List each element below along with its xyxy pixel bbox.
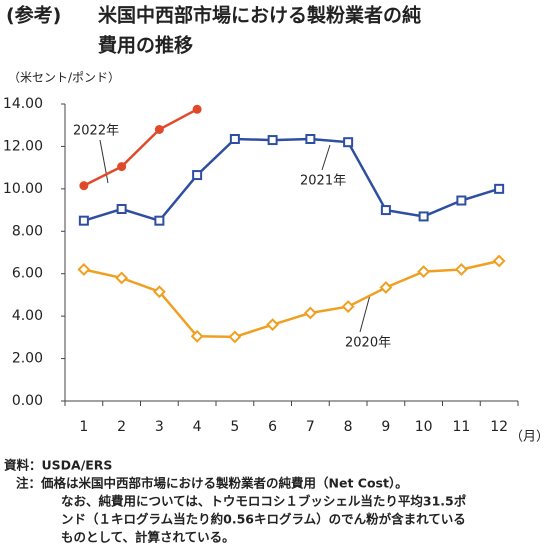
- leader-line: [359, 294, 371, 333]
- marker: [343, 137, 354, 148]
- series-label: 2022年: [73, 124, 119, 139]
- x-tick-label: 1: [79, 419, 88, 435]
- marker: [305, 134, 316, 145]
- marker: [78, 215, 89, 226]
- marker: [115, 271, 129, 285]
- x-tick-label: 8: [344, 419, 353, 435]
- marker: [79, 181, 89, 191]
- y-tick-label: 14.00: [3, 96, 43, 112]
- marker: [418, 211, 429, 222]
- marker: [494, 183, 505, 194]
- y-tick-label: 0.00: [12, 393, 43, 409]
- leader-line: [99, 139, 109, 184]
- y-axis-label: （米セント/ポンド）: [8, 71, 120, 85]
- marker: [116, 204, 127, 215]
- x-tick-label: 4: [193, 419, 202, 435]
- x-tick-label: 5: [230, 419, 239, 435]
- marker: [190, 329, 204, 343]
- x-tick-label: 9: [381, 419, 390, 435]
- y-tick-label: 10.00: [3, 181, 43, 197]
- marker: [341, 300, 355, 314]
- marker: [77, 263, 91, 276]
- x-tick-label: 3: [155, 419, 164, 435]
- marker: [456, 195, 467, 206]
- y-tick-label: 12.00: [3, 138, 43, 154]
- y-tick-label: 8.00: [12, 223, 43, 239]
- chart-title: 費用の推移: [98, 34, 193, 57]
- series-line: [83, 259, 500, 339]
- marker: [152, 285, 166, 299]
- chart-title: 米国中西部市場における製粉業者の純: [98, 4, 421, 27]
- note: ものとして、計算されている。: [61, 530, 235, 545]
- chart-label: (参考): [6, 4, 61, 27]
- y-tick-label: 6.00: [12, 266, 43, 282]
- marker: [229, 134, 240, 145]
- marker: [492, 254, 506, 268]
- x-tick-label: 6: [268, 419, 277, 435]
- marker: [303, 306, 317, 320]
- series-label: 2021年: [300, 174, 346, 189]
- x-axis-label: （月）: [510, 430, 547, 445]
- marker: [154, 124, 164, 134]
- series-line: [83, 137, 500, 223]
- x-tick-label: 12: [490, 419, 508, 435]
- source: 資料：USDA/ERS: [4, 458, 112, 473]
- x-tick-label: 7: [306, 419, 315, 435]
- note: なお、純費用については、トウモロコシ１ブッシェル当たり平均31.5ポ: [61, 494, 466, 509]
- y-tick-label: 2.00: [12, 351, 43, 367]
- marker: [379, 281, 393, 294]
- marker: [117, 162, 127, 172]
- series-line: [83, 108, 198, 187]
- x-tick-label: 10: [415, 419, 433, 435]
- marker: [380, 205, 391, 216]
- marker: [267, 135, 278, 146]
- marker: [266, 318, 280, 332]
- series-label: 2020年: [345, 336, 391, 351]
- x-tick-label: 11: [452, 419, 470, 435]
- marker: [417, 265, 431, 279]
- marker: [192, 104, 202, 114]
- marker: [228, 330, 242, 344]
- marker: [192, 170, 203, 181]
- note: ンド（１キログラム当たり約0.56キログラム）のでん粉が含まれている: [61, 512, 466, 527]
- marker: [154, 215, 165, 226]
- marker: [454, 263, 468, 276]
- x-tick-label: 2: [117, 419, 126, 435]
- note: 注：価格は米国中西部市場における製粉業者の純費用（Net Cost）。: [16, 476, 408, 491]
- leader-line: [321, 144, 331, 171]
- y-tick-label: 4.00: [12, 308, 43, 324]
